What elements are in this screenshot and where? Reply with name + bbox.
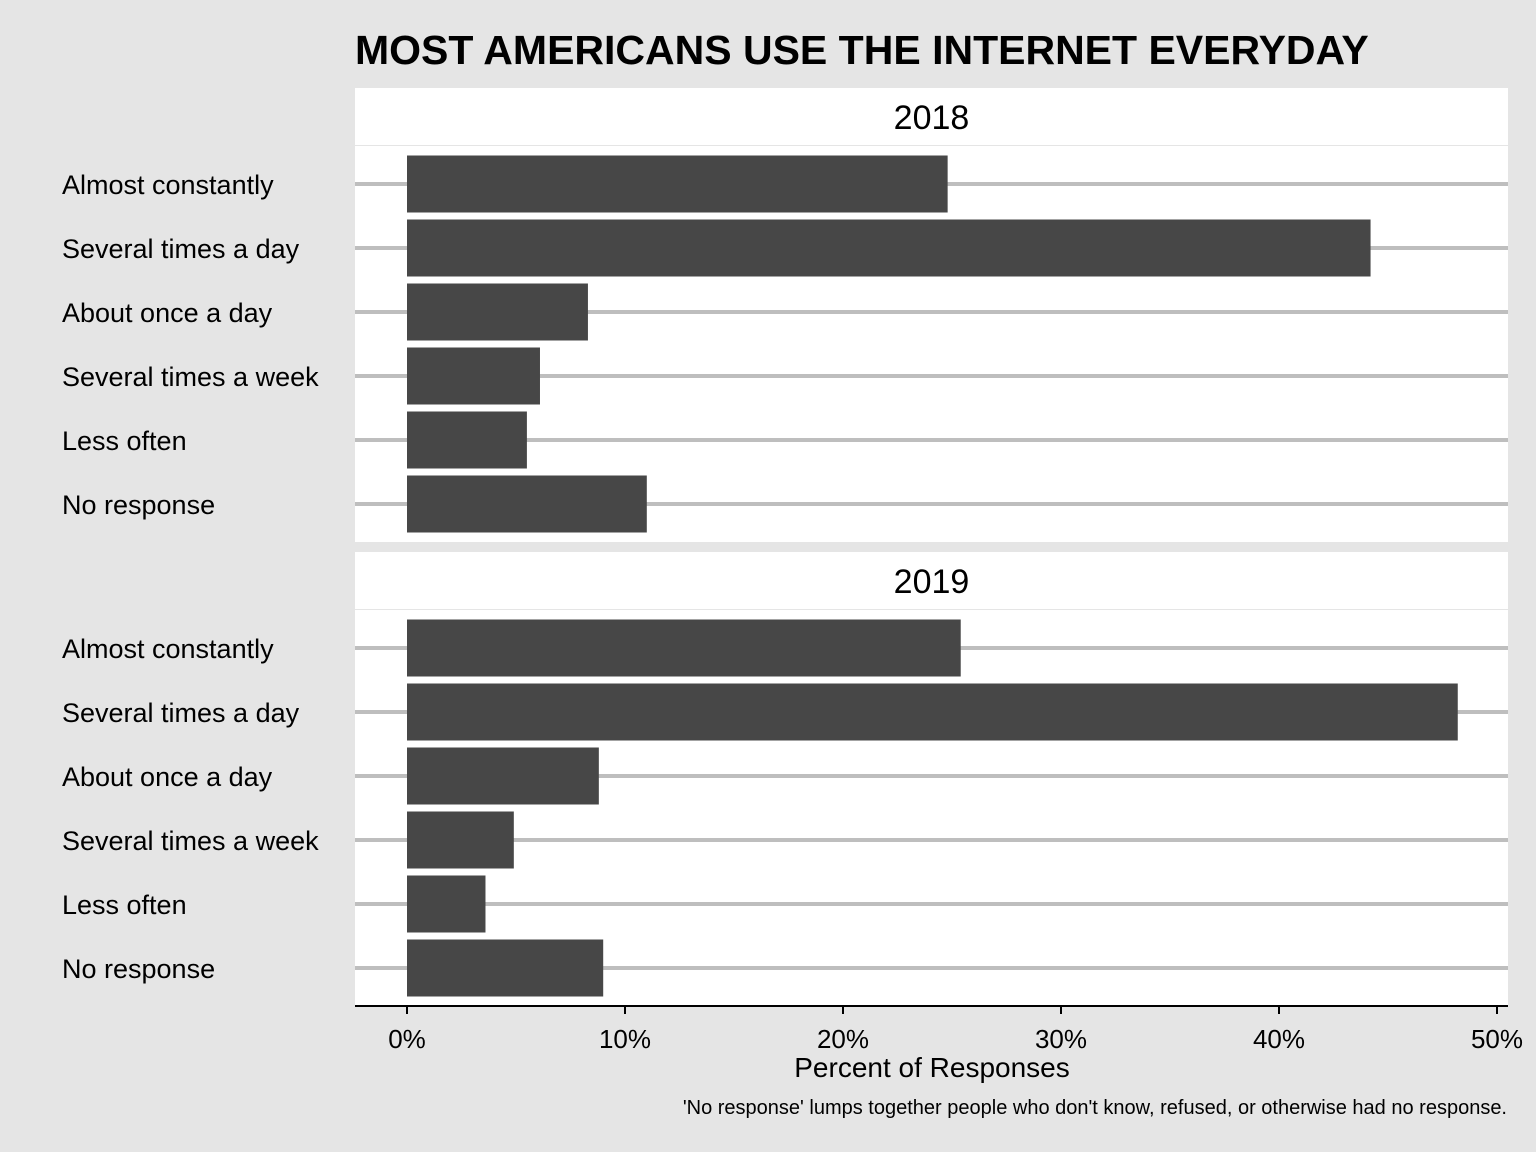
x-tick-label: 30% [1035, 1024, 1087, 1054]
bar [407, 747, 599, 805]
category-label: No response [62, 954, 215, 984]
category-label: Almost constantly [62, 634, 274, 664]
x-axis: 0% 10% 20% 30% 40% 50% [355, 1005, 1523, 1054]
category-label: About once a day [62, 762, 273, 792]
x-axis-title: Percent of Responses [794, 1052, 1070, 1083]
facets-group: 2018 Almost constantly Several times a day… [62, 88, 1508, 1006]
bar [407, 219, 1371, 277]
facet-2019: 2019 Almost constantly Several times a day… [62, 552, 1508, 1006]
category-label: Several times a week [62, 362, 319, 392]
bar [407, 347, 540, 405]
facet-strip-label: 2019 [894, 563, 970, 601]
x-tick-label: 50% [1471, 1024, 1523, 1054]
x-tick-label: 40% [1253, 1024, 1305, 1054]
bar [407, 811, 514, 869]
x-tick-label: 0% [388, 1024, 426, 1054]
bar [407, 619, 961, 677]
category-label: Several times a day [62, 698, 300, 728]
bar [407, 283, 588, 341]
category-label: Almost constantly [62, 170, 274, 200]
category-label: About once a day [62, 298, 273, 328]
bar [407, 939, 604, 997]
category-label: Several times a week [62, 826, 319, 856]
category-label: Less often [62, 426, 187, 456]
bar [407, 683, 1458, 741]
x-tick-label: 20% [817, 1024, 869, 1054]
chart-caption: 'No response' lumps together people who … [683, 1097, 1507, 1119]
category-label: Less often [62, 890, 187, 920]
facet-2018: 2018 Almost constantly Several times a day… [62, 88, 1508, 542]
bar [407, 475, 647, 533]
x-tick-label: 10% [599, 1024, 651, 1054]
category-label: No response [62, 490, 215, 520]
bar [407, 875, 486, 933]
facet-strip-label: 2018 [894, 99, 970, 137]
bar [407, 411, 527, 469]
chart-title: MOST AMERICANS USE THE INTERNET EVERYDAY [355, 27, 1369, 73]
facet-strip [355, 88, 1508, 145]
facet-strip [355, 552, 1508, 609]
bar [407, 155, 948, 213]
category-label: Several times a day [62, 234, 300, 264]
